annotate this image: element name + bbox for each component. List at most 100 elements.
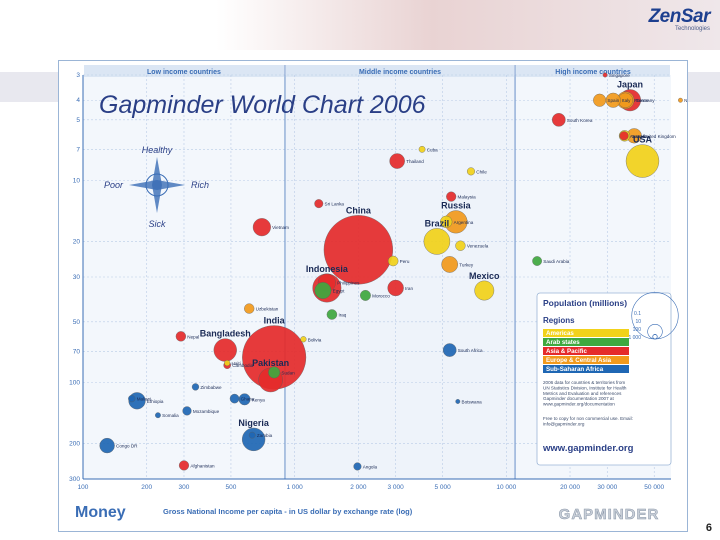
brand-area	[537, 499, 687, 529]
y-tick-label: 30	[73, 274, 81, 281]
compass-rose: Healthy Sick Poor Rich	[104, 145, 209, 229]
legend-region-label: Sub-Saharan Africa	[546, 366, 604, 373]
x-tick-label: 200	[141, 484, 152, 491]
x-tick-label: 1 000	[287, 484, 304, 491]
country-bubble	[625, 144, 660, 178]
country-label: Russia	[441, 201, 472, 211]
compass-south-label: Sick	[148, 219, 166, 229]
country-label: Botswana	[462, 399, 483, 404]
country-label: Nepal	[187, 334, 199, 339]
legend-region-label: Asia & Pacific	[546, 348, 587, 355]
country-label: Mozambique	[193, 409, 220, 414]
country-label: Zimbabwe	[200, 385, 222, 390]
country-bubble	[353, 462, 362, 471]
y-tick-label: 70	[73, 348, 81, 355]
country-bubble	[532, 256, 542, 266]
gapminder-poster: Low income countries Middle income countr…	[34, 60, 700, 532]
country-label: France	[634, 98, 649, 103]
income-band-label: Middle income countries	[359, 69, 441, 76]
y-tick-label: 7	[76, 146, 80, 153]
country-bubble	[602, 72, 608, 78]
legend-size-label: 10	[635, 319, 641, 325]
country-bubble	[442, 343, 457, 357]
country-label: Iran	[405, 286, 413, 291]
legend-region-swatch	[543, 347, 629, 355]
x-tick-label: 10 000	[496, 484, 516, 491]
legend-region-label: Europe & Central Asia	[546, 357, 612, 364]
income-band-label: High income countries	[555, 69, 631, 76]
y-tick-label: 4	[76, 97, 80, 104]
y-tick-label: 20	[73, 238, 81, 245]
logo-tagline: Technologies	[674, 26, 710, 32]
x-tick-label: 5 000	[434, 484, 451, 491]
country-label: Kenya	[252, 397, 265, 402]
country-label: China	[346, 205, 372, 215]
country-label: Canada	[632, 134, 649, 139]
y-tick-label: 100	[69, 380, 80, 387]
country-bubble	[213, 338, 237, 362]
legend-region-swatch	[543, 356, 629, 364]
country-label: Uzbekistan	[256, 307, 279, 312]
country-label: Singapore	[609, 73, 630, 78]
country-label: Chile	[476, 169, 487, 174]
country-label: Saudi Arabia	[543, 259, 569, 264]
country-bubble	[387, 279, 404, 297]
legend-regions-title: Regions	[543, 316, 575, 325]
x-tick-label: 100	[78, 484, 89, 491]
country-label: Peru	[400, 259, 410, 264]
country-bubble	[389, 153, 405, 169]
country-label: Haiti	[232, 361, 241, 366]
country-bubble	[252, 218, 271, 237]
country-bubble	[360, 289, 371, 301]
country-bubble	[300, 336, 307, 343]
country-label: Italy	[622, 98, 631, 103]
gapminder-brand: GAPMINDER	[559, 506, 660, 523]
country-bubble	[268, 366, 281, 379]
country-label: Sri Lanka	[325, 202, 345, 207]
legend-population-title: Population (millions)	[543, 298, 627, 308]
slide-number: 6	[705, 522, 712, 534]
y-tick-label: 200	[69, 440, 80, 447]
x-tick-label: 500	[226, 484, 237, 491]
y-tick-label: 3	[76, 72, 80, 79]
income-band-header	[516, 65, 670, 77]
country-label: Zambia	[257, 433, 273, 438]
country-label: Angola	[363, 464, 378, 469]
compass-needle-ew	[129, 180, 185, 190]
country-bubble	[323, 215, 393, 285]
legend-region-label: Arab states	[546, 339, 580, 346]
country-bubble	[155, 412, 161, 419]
country-label: Germany	[636, 98, 656, 103]
country-label: Japan	[617, 79, 643, 89]
y-tick-label: 5	[76, 117, 80, 124]
country-bubble	[241, 427, 266, 452]
legend-size-label: 0.1	[634, 311, 641, 317]
income-band-label: Low income countries	[147, 69, 221, 76]
country-bubble	[244, 303, 255, 314]
country-bubble	[182, 406, 192, 416]
country-label: Venezuela	[467, 244, 489, 249]
country-label: Morocco	[372, 293, 390, 298]
country-bubble	[619, 131, 629, 141]
country-label: Bangladesh	[200, 329, 251, 339]
country-bubble	[441, 256, 458, 273]
logo-text: ZenSar	[648, 6, 711, 27]
country-label: Ghana	[241, 397, 255, 402]
y-tick-label: 50	[73, 319, 81, 326]
country-label: Norway	[684, 98, 687, 103]
x-tick-label: 50 000	[644, 484, 664, 491]
compass-west-label: Poor	[104, 180, 124, 190]
country-bubble	[593, 93, 607, 107]
country-bubble	[446, 191, 457, 202]
country-label: Malaysia	[458, 195, 477, 200]
country-label: Vietnam	[272, 225, 289, 230]
country-label: Pakistan	[252, 358, 289, 368]
chart-title: Gapminder World Chart 2006	[99, 91, 426, 119]
gapminder-chart: Low income countries Middle income countr…	[34, 61, 700, 531]
y-tick-label: 10	[73, 178, 81, 185]
country-label: Iraq	[338, 312, 346, 317]
country-label: Afghanistan	[190, 463, 215, 468]
country-bubble	[314, 282, 332, 299]
y-tick-label: 300	[69, 476, 80, 483]
